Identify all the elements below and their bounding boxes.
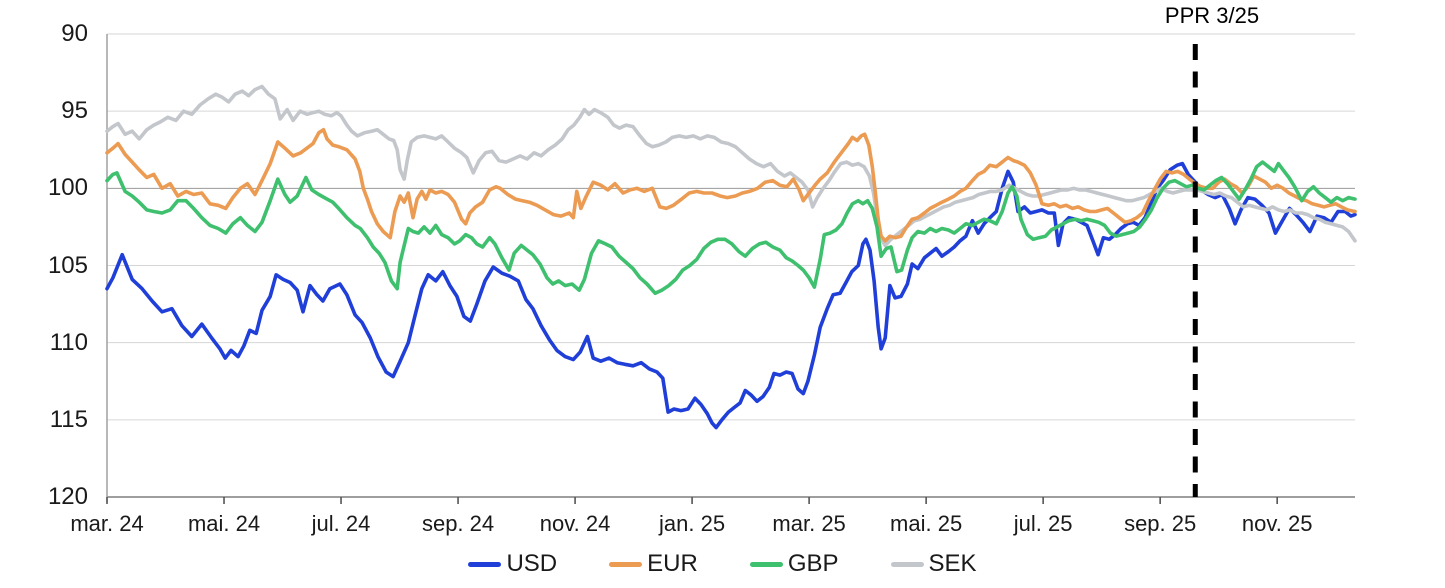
x-tick-label-1: mai. 24 (187, 511, 261, 536)
legend-item-usd: USD (468, 551, 557, 577)
x-tick-label-7: mai. 25 (890, 511, 963, 536)
legend: USD EUR GBP SEK (0, 551, 1445, 577)
legend-label-sek: SEK (928, 550, 977, 577)
x-tick-label-5: jan. 25 (659, 511, 726, 536)
x-tick-label-0: mar. 24 (70, 511, 144, 536)
x-tick-label-3: sep. 24 (421, 511, 495, 536)
x-tick-label-8: jul. 25 (1013, 511, 1073, 536)
y-tick-label-90: 90 (61, 20, 88, 47)
x-tick-label-6: mar. 25 (772, 511, 846, 536)
legend-label-usd: USD (506, 550, 558, 577)
gbp-line (105, 160, 1357, 296)
legend-item-sek: SEK (890, 550, 977, 577)
usd-line (105, 161, 1357, 430)
eur-swatch-icon (609, 561, 643, 567)
legend-item-eur: EUR (609, 551, 698, 577)
usd-swatch-icon (468, 561, 502, 567)
y-tick-label-110: 110 (49, 328, 88, 356)
x-tick-label-2: jul. 24 (311, 511, 371, 536)
gbp-swatch-icon (749, 561, 783, 567)
x-tick-label-4: nov. 24 (539, 511, 611, 536)
ppr-annotation-label: PPR 3/25 (1164, 3, 1260, 28)
y-tick-label-100: 100 (47, 174, 88, 202)
y-tick-label-95: 95 (61, 97, 88, 125)
legend-item-gbp: GBP (749, 550, 839, 577)
sek-swatch-icon (890, 561, 924, 567)
y-tick-label-115: 115 (49, 405, 88, 433)
sek-line (105, 84, 1357, 248)
y-tick-label-105: 105 (47, 251, 88, 279)
eur-line (105, 127, 1357, 243)
x-tick-label-9: sep. 25 (1124, 511, 1197, 536)
y-tick-label-120: 120 (47, 483, 88, 510)
legend-label-eur: EUR (647, 550, 698, 577)
x-tick-label-10: nov. 25 (1241, 511, 1313, 536)
legend-label-gbp: GBP (787, 550, 839, 577)
